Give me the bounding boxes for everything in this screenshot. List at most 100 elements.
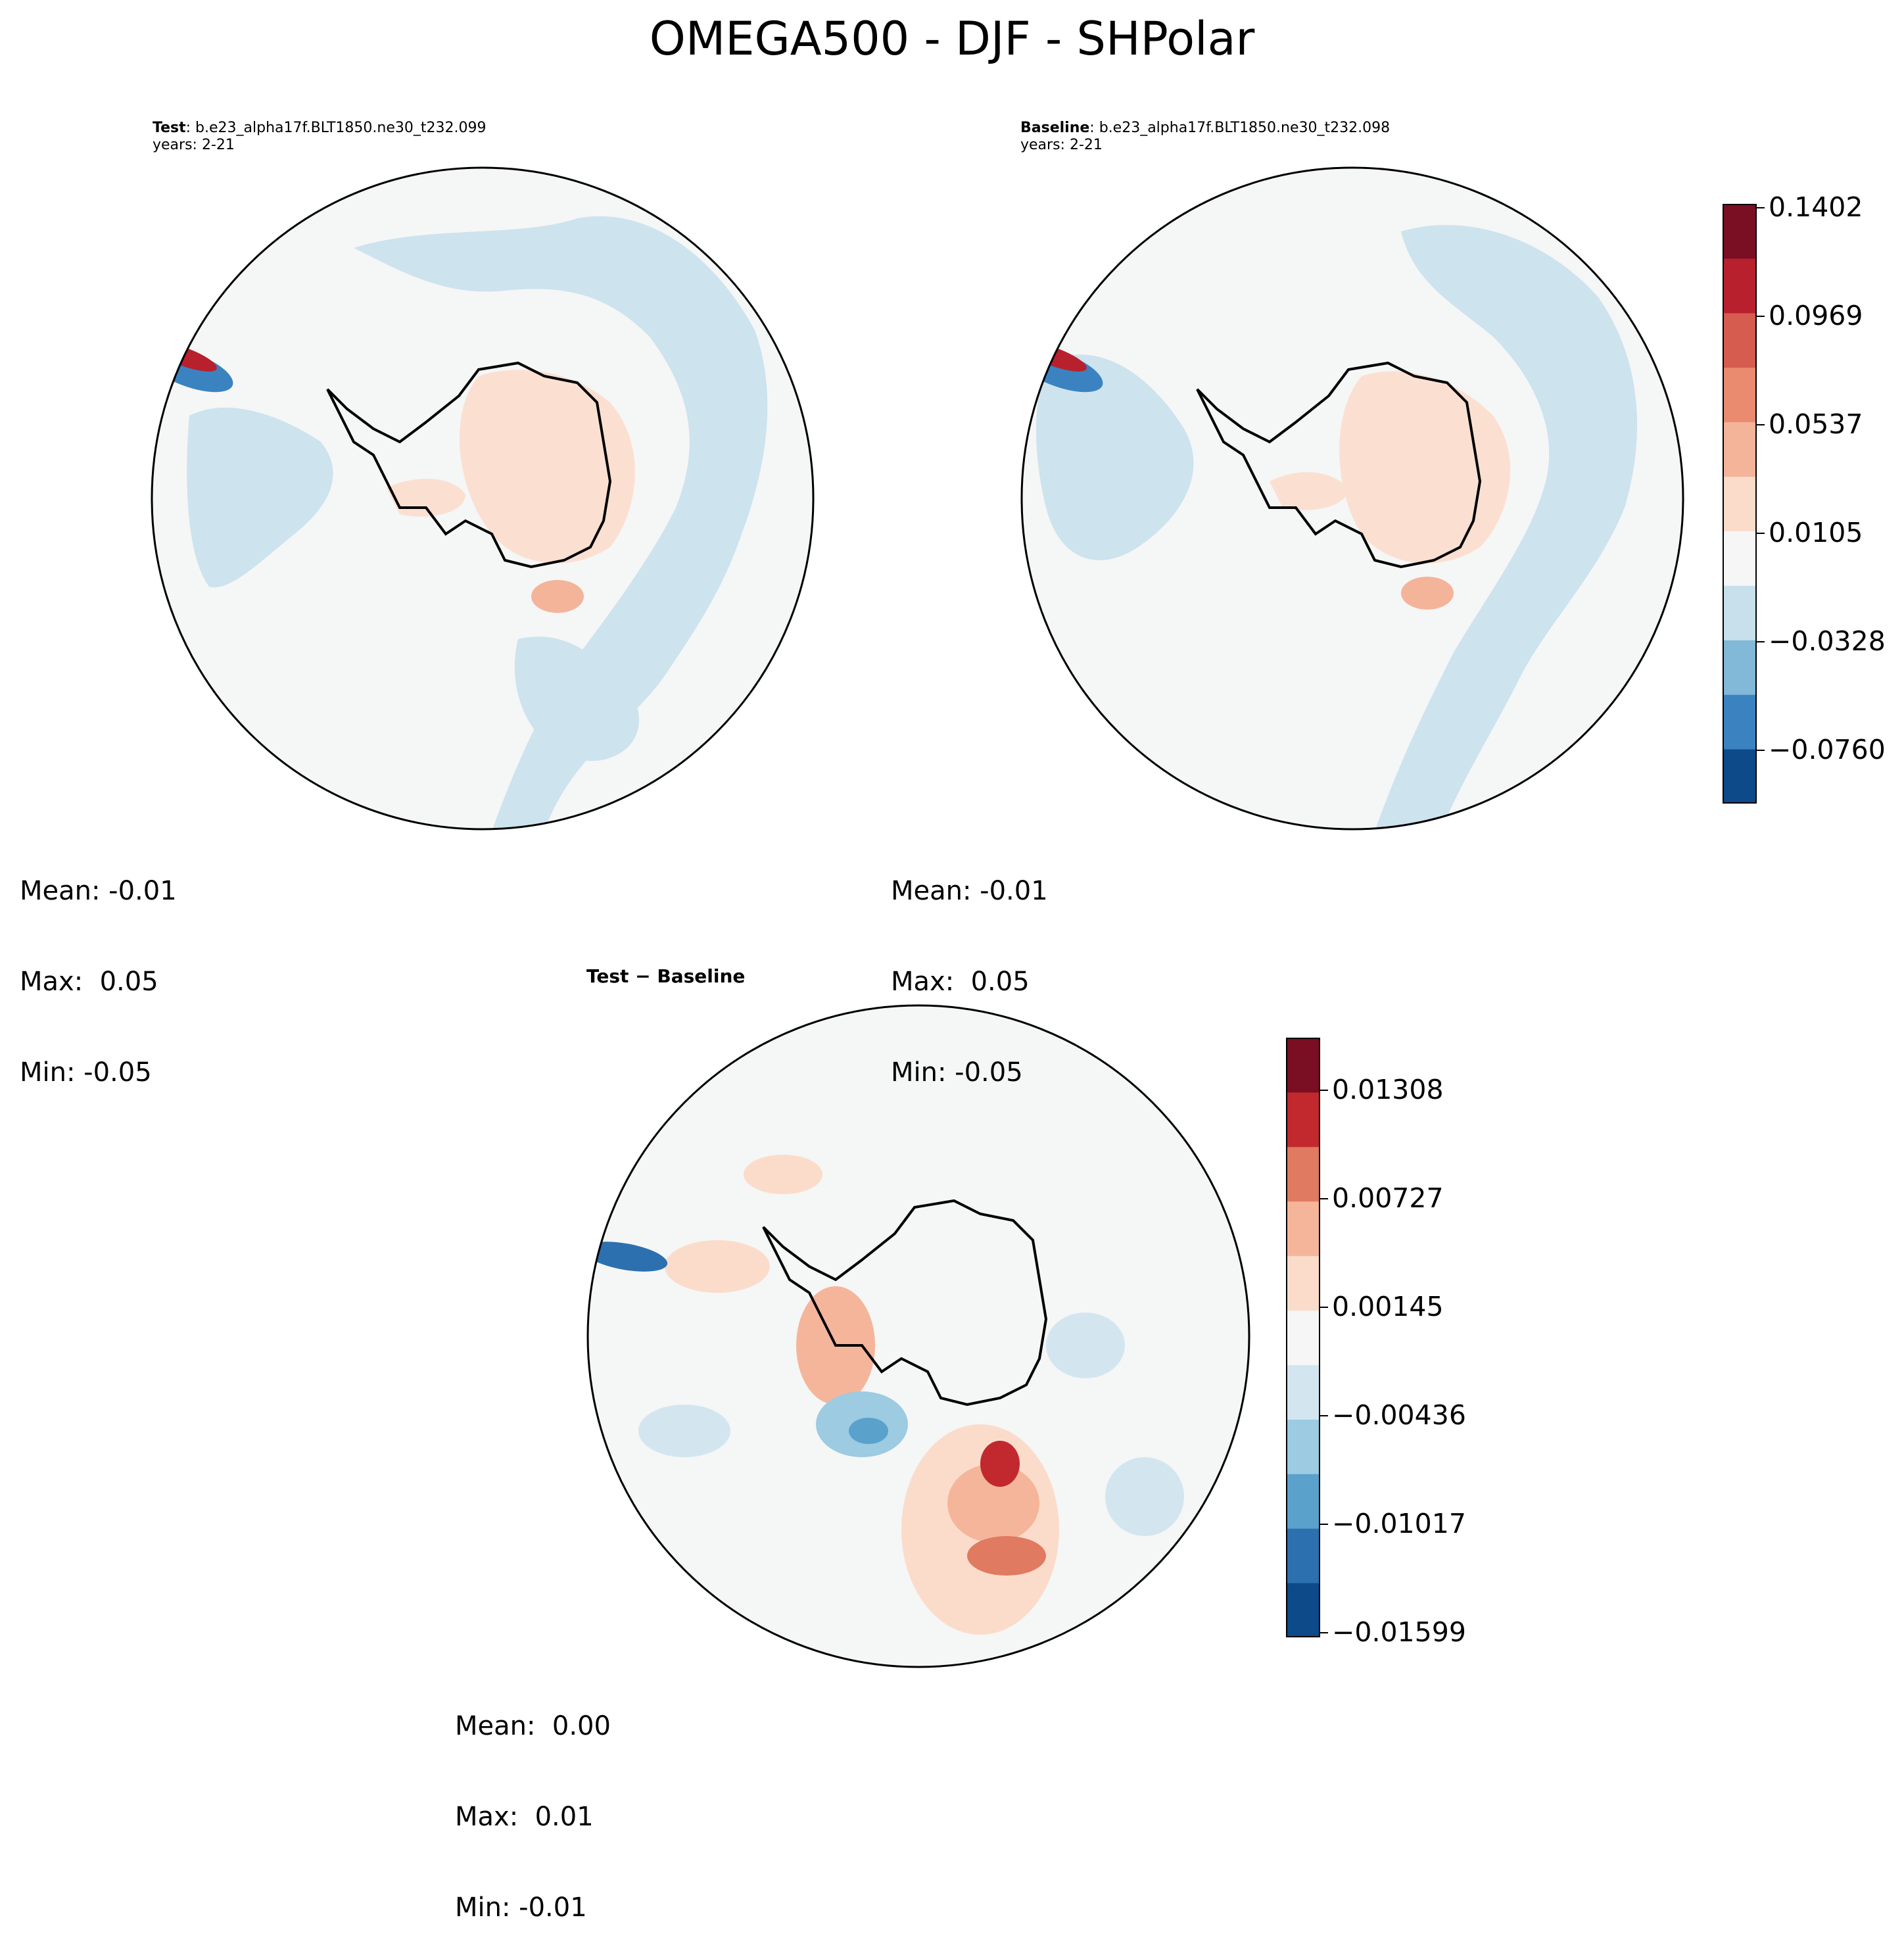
test-label-years: years: 2-21 [153, 137, 235, 153]
test-map [151, 166, 815, 831]
main-colorbar-tick-label: 0.1402 [1769, 191, 1863, 223]
main-colorbar-frame [1723, 204, 1757, 804]
main-colorbar-swatch [1723, 749, 1757, 804]
main-colorbar-swatch [1723, 476, 1757, 531]
test-antarctica-coastline [326, 361, 612, 569]
main-colorbar-swatch [1723, 531, 1757, 586]
main-colorbar-tick-mark [1757, 533, 1765, 534]
diff-map-boundary [586, 1004, 1250, 1668]
test-positive-core [531, 580, 584, 613]
baseline-panel-label: Baseline: b.e23_alpha17f.BLT1850.ne30_t2… [1020, 120, 1390, 154]
main-colorbar-swatch [1723, 640, 1757, 695]
baseline-map [1020, 166, 1684, 831]
diff-positive-north [744, 1155, 822, 1194]
test-map-boundary [151, 166, 815, 831]
diff-colorbar-tick-mark [1320, 1415, 1328, 1416]
main-colorbar-tick-mark [1757, 207, 1765, 208]
diff-colorbar-swatch [1286, 1419, 1320, 1474]
diff-colorbar-tick-label: −0.01017 [1332, 1508, 1466, 1539]
diff-colorbar-swatch [1286, 1528, 1320, 1583]
baseline-stat-min: Min: -0.05 [891, 1057, 1023, 1088]
test-stat-max: Max: 0.05 [20, 967, 158, 997]
diff-colorbar-tick-label: −0.01599 [1332, 1616, 1466, 1648]
main-colorbar-swatch [1723, 258, 1757, 314]
diff-colorbar-swatch [1286, 1146, 1320, 1202]
test-label-case: : b.e23_alpha17f.BLT1850.ne30_t232.099 [185, 120, 487, 136]
main-colorbar-swatch [1723, 312, 1757, 368]
baseline-antarctica-coastline [1196, 361, 1482, 569]
diff-positive-south-peak [980, 1441, 1020, 1487]
diff-stat-mean: Mean: 0.00 [455, 1711, 611, 1741]
diff-positive-west [665, 1240, 770, 1293]
main-colorbar-ticks: 0.1402 0.0969 0.0537 0.0105 −0.0328 −0.0760 [1757, 0, 1901, 1754]
main-colorbar-swatches [1723, 204, 1757, 804]
diff-colorbar-swatch [1286, 1255, 1320, 1311]
test-label-bold: Test [153, 120, 186, 136]
baseline-stat-mean: Mean: -0.01 [891, 876, 1048, 906]
main-colorbar-tick-mark [1757, 750, 1765, 751]
diff-negative-ross-core [849, 1418, 888, 1444]
baseline-map-boundary [1020, 166, 1684, 831]
diff-colorbar-ticks: 0.01308 0.00727 0.00145 −0.00436 −0.01017 −0.… [1320, 0, 1478, 1754]
diff-colorbar-frame [1286, 1038, 1320, 1637]
main-colorbar-tick-label: 0.0537 [1769, 408, 1863, 440]
diff-colorbar-swatch [1286, 1310, 1320, 1365]
diff-negative-east [1046, 1313, 1125, 1378]
test-panel-label: Test: b.e23_alpha17f.BLT1850.ne30_t232.0… [153, 120, 486, 154]
main-colorbar-swatch [1723, 694, 1757, 750]
test-negative-region-west [187, 407, 333, 588]
main-colorbar-swatch [1723, 422, 1757, 477]
main-colorbar-swatch [1723, 585, 1757, 640]
main-colorbar-tick-label: 0.0969 [1769, 300, 1863, 331]
test-stat-mean: Mean: -0.01 [20, 876, 177, 906]
baseline-label-case: : b.e23_alpha17f.BLT1850.ne30_t232.098 [1089, 120, 1391, 136]
main-colorbar-tick-label: 0.0105 [1769, 517, 1863, 548]
main-colorbar [1723, 204, 1757, 804]
test-positive-region-antarctica [460, 370, 635, 564]
baseline-positive-core [1401, 577, 1454, 610]
diff-positive-south-max [967, 1536, 1046, 1576]
test-negative-region-south [514, 637, 639, 761]
diff-panel-title: Test − Baseline [586, 965, 746, 987]
test-stats: Mean: -0.01 Max: 0.05 Min: -0.05 [20, 815, 177, 1118]
diff-stats: Mean: 0.00 Max: 0.01 Min: -0.01 [455, 1651, 611, 1953]
diff-colorbar-swatch [1286, 1201, 1320, 1257]
diff-colorbar-swatches [1286, 1038, 1320, 1637]
baseline-stat-max: Max: 0.05 [891, 967, 1030, 997]
figure-title: OMEGA500 - DJF - SHPolar [649, 12, 1255, 66]
diff-colorbar-tick-mark [1320, 1090, 1328, 1091]
baseline-negative-region-west [1036, 354, 1194, 560]
diff-colorbar-tick-label: 0.00727 [1332, 1182, 1444, 1214]
baseline-label-years: years: 2-21 [1020, 137, 1103, 153]
main-colorbar-tick-label: −0.0760 [1769, 734, 1886, 765]
diff-stat-max: Max: 0.01 [455, 1802, 594, 1832]
diff-stat-min: Min: -0.01 [455, 1893, 587, 1923]
diff-colorbar-swatch [1286, 1364, 1320, 1420]
diff-colorbar-swatch [1286, 1583, 1320, 1637]
baseline-stats: Mean: -0.01 Max: 0.05 Min: -0.05 [891, 815, 1048, 1118]
diff-strong-negative-cell [588, 1242, 668, 1272]
diff-colorbar-tick-mark [1320, 1198, 1328, 1199]
diff-positive-south-core [947, 1464, 1039, 1543]
diff-colorbar-swatch [1286, 1092, 1320, 1147]
main-colorbar-swatch [1723, 204, 1757, 259]
baseline-positive-region-antarctica [1339, 371, 1511, 564]
diff-colorbar-swatch [1286, 1038, 1320, 1093]
main-colorbar-tick-mark [1757, 641, 1765, 642]
diff-colorbar-swatch [1286, 1474, 1320, 1529]
diff-map [586, 1004, 1250, 1668]
diff-colorbar-tick-mark [1320, 1632, 1328, 1633]
main-colorbar-swatch [1723, 367, 1757, 423]
main-colorbar-tick-mark [1757, 424, 1765, 425]
diff-colorbar-tick-label: 0.00145 [1332, 1291, 1444, 1322]
test-stat-min: Min: -0.05 [20, 1057, 152, 1088]
diff-colorbar-tick-mark [1320, 1524, 1328, 1525]
main-colorbar-tick-mark [1757, 316, 1765, 317]
diff-colorbar [1286, 1038, 1320, 1637]
baseline-negative-region-east [1375, 225, 1637, 829]
diff-negative-southeast [1105, 1457, 1184, 1536]
diff-colorbar-tick-label: 0.01308 [1332, 1074, 1444, 1105]
baseline-label-bold: Baseline [1020, 120, 1090, 136]
diff-negative-west [638, 1405, 730, 1457]
diff-colorbar-tick-label: −0.00436 [1332, 1399, 1466, 1431]
